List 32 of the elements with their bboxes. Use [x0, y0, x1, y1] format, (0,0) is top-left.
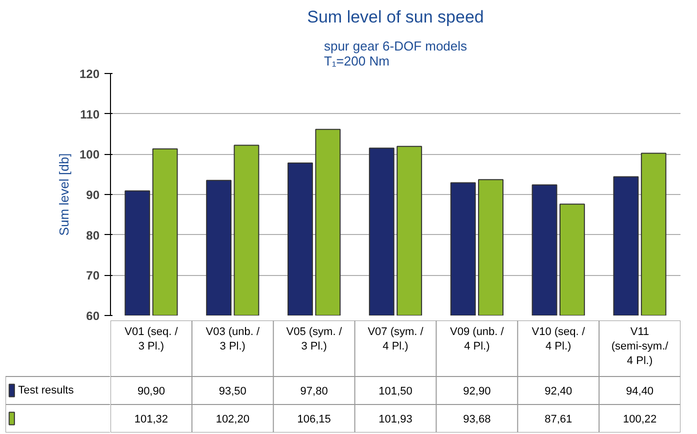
y-tick-label: 120 [79, 67, 100, 81]
y-tick-label: 90 [86, 188, 100, 202]
x-tick-label: V05 (sym. / 3 Pl.) [286, 326, 343, 352]
data-label: 100,22 [622, 414, 657, 426]
data-label: 101,93 [378, 414, 412, 426]
data-label: 87,61 [544, 414, 572, 426]
y-tick-label: 70 [86, 268, 100, 283]
data-label: 101,50 [378, 386, 412, 398]
x-tick-label: V10 (seq. / 4 Pl.) [532, 326, 586, 352]
y-tick-label: 60 [86, 309, 100, 323]
data-label: 93,50 [218, 386, 246, 398]
x-tick-label: V09 (unb. / 4 Pl.) [450, 326, 505, 352]
x-tick-label: V01 (seq. / 3 Pl.) [124, 326, 179, 352]
data-label: 93,68 [463, 414, 491, 426]
x-tick-label: V11 (semi-sym./ 4 Pl.) [611, 326, 670, 367]
data-label: 92,90 [463, 386, 491, 398]
data-label: 97,80 [300, 386, 328, 398]
y-axis-title: Sum level [db] [56, 153, 72, 236]
data-label: 101,32 [134, 414, 168, 426]
chart-subtitle: spur gear 6-DOF models T₁=200 Nm [324, 38, 468, 68]
data-label: 90,90 [137, 386, 165, 398]
y-tick-label: 80 [86, 228, 100, 242]
y-tick-label: 110 [80, 107, 100, 122]
legend-label: Test results [18, 384, 74, 396]
data-label: 106,15 [297, 414, 331, 426]
data-label: 92,40 [544, 386, 572, 398]
chart-title: Sum level of sun speed [307, 8, 484, 26]
data-label: 102,20 [216, 414, 250, 426]
data-label: 94,40 [626, 386, 654, 398]
x-tick-label: V07 (sym. / 4 Pl.) [368, 326, 424, 352]
x-tick-label: V03 (unb. / 3 Pl.) [206, 326, 260, 352]
y-tick-label: 100 [79, 148, 100, 162]
